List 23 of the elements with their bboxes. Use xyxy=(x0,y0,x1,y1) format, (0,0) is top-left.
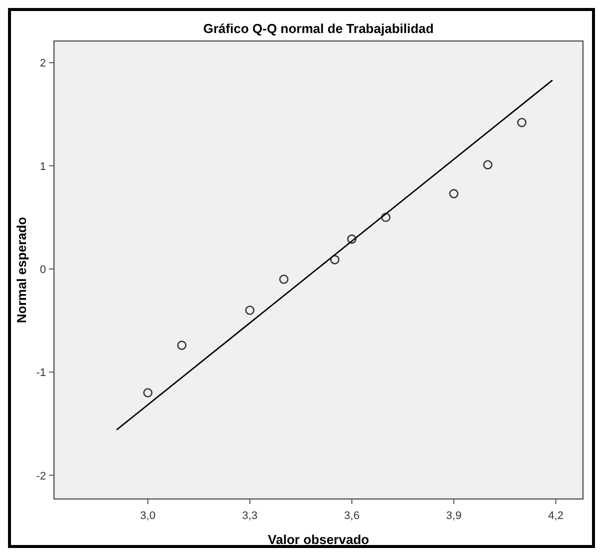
point xyxy=(245,306,254,315)
point xyxy=(177,340,186,350)
y-tick-label: 2 xyxy=(40,58,46,70)
point xyxy=(381,212,390,222)
point xyxy=(279,274,288,284)
point xyxy=(143,388,152,398)
y-axis-title: Normal esperado xyxy=(14,216,29,324)
x-tick-label: 4,2 xyxy=(548,510,564,522)
y-tick-label: 0 xyxy=(40,264,46,276)
x-tick-label: 3,0 xyxy=(140,510,156,522)
y-tick-label: -1 xyxy=(36,367,46,380)
y-tick-label: -2 xyxy=(36,470,46,482)
point xyxy=(483,160,492,170)
point xyxy=(517,118,526,128)
point xyxy=(347,234,356,244)
chart-title: Gráfico Q-Q normal de Trabajabilidad xyxy=(203,21,434,36)
x-tick-label: 3,9 xyxy=(446,510,462,522)
y-tick-label: 1 xyxy=(40,160,46,173)
x-tick-label: 3,3 xyxy=(242,510,258,522)
x-axis-title: Valor observado xyxy=(268,532,370,547)
x-tick-label: 3,6 xyxy=(344,510,360,522)
point xyxy=(330,255,340,264)
point xyxy=(449,189,458,198)
